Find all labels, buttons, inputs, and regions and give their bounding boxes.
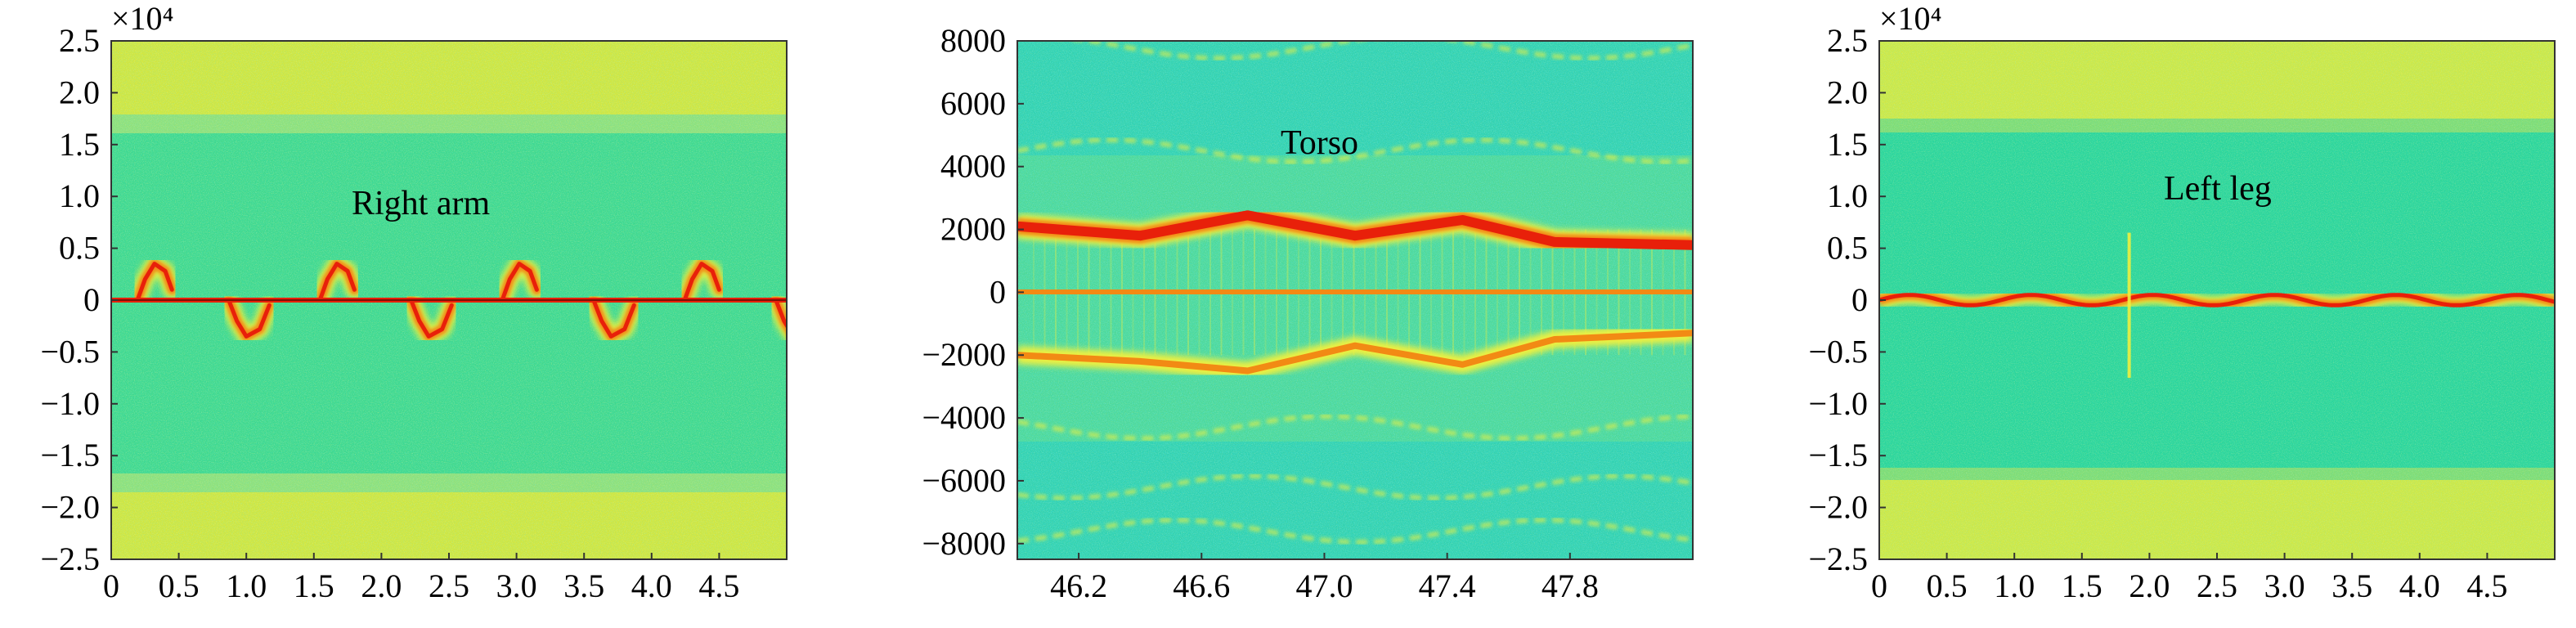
x-tick-label: 1.5 [2062,567,2103,604]
y-tick-label: 1.0 [59,177,100,214]
x-tick-label: 4.5 [698,567,739,604]
y-tick-label: 4000 [940,148,1006,185]
swing-core [774,298,787,330]
x-tick-label: 2.0 [2129,567,2170,604]
positive-curve-core [1017,210,1693,250]
y-tick-label: 0.5 [59,230,100,267]
x-tick-label: 1.0 [1994,567,2035,604]
x-tick-label: 2.0 [361,567,402,604]
y-tick-label: 0 [1851,281,1868,318]
x-tick-label: 3.0 [2264,567,2305,604]
leg-micro-doppler-trace [1879,232,2555,379]
x-tick-label: 46.6 [1173,567,1230,604]
faint-doppler-curve [1017,414,1693,442]
plot-area-left-leg [1879,41,2555,559]
y-tick-label: 0.5 [1827,230,1868,267]
y-tick-label: 2.5 [1827,22,1868,59]
axis-ticks-left-leg: 0 0.5 1.0 1.5 2.0 2.5 3.0 3.5 4.0 4.5 2.5 2.0 1.5 1.0… [1808,22,2507,604]
x-tick-label: 0.5 [1927,567,1968,604]
x-tick-label: 3.0 [496,567,537,604]
y-tick-label: −2000 [922,336,1006,373]
x-tick-label: 0.5 [159,567,200,604]
x-tick-label: 3.5 [563,567,604,604]
axis-ticks-torso: 46.2 46.6 47.0 47.4 47.8 8000 6000 4000 2000 0 −20… [922,22,1598,604]
y-tick-label: −1.5 [40,437,100,473]
y-tick-label: −1.0 [40,385,100,422]
y-tick-label: −8000 [922,525,1006,562]
y-tick-label: −2.0 [1808,489,1868,526]
y-tick-label: 2.0 [59,74,100,110]
panel-title-left-leg: Left leg [2164,170,2272,208]
panel-torso: 46.2 46.6 47.0 47.4 47.8 8000 6000 4000 2000 0 −20… [922,22,1694,604]
swing-core [409,298,454,339]
y-tick-label: 1.5 [59,126,100,163]
y-tick-label: 2.0 [1827,74,1868,110]
plot-area-torso [1017,41,1693,559]
x-tick-label: 47.0 [1295,567,1353,604]
x-tick-label: 0 [103,567,119,604]
y-exponent-label: ×10⁴ [1879,0,1942,37]
y-tick-label: −1.5 [1808,437,1868,473]
panel-title-torso: Torso [1281,124,1358,162]
y-tick-label: 2.5 [59,22,100,59]
y-tick-label: −4000 [922,399,1006,436]
x-tick-label: 2.5 [2197,567,2237,604]
swing-core [227,298,272,339]
y-exponent-label: ×10⁴ [111,0,174,37]
y-tick-label: −2.5 [1808,541,1868,577]
faint-doppler-curve [1017,518,1693,545]
y-tick-label: −0.5 [1808,333,1868,370]
x-tick-label: 4.0 [631,567,672,604]
x-tick-label: 46.2 [1050,567,1107,604]
plot-frame [1016,40,1694,560]
x-tick-label: 4.0 [2399,567,2440,604]
y-tick-label: 0 [83,281,100,318]
y-tick-label: 8000 [940,22,1006,59]
y-tick-label: −2.5 [40,541,100,577]
y-tick-label: −2.0 [40,489,100,526]
swing-core [318,262,357,300]
swing-core [136,262,174,300]
noise-texture-yellow [1017,41,1693,559]
x-tick-label: 3.5 [2331,567,2372,604]
negative-curve-core [1017,330,1693,375]
y-tick-label: 1.5 [1827,126,1868,163]
panel-title-right-arm: Right arm [352,185,490,222]
faint-doppler-curve [1017,137,1693,164]
x-tick-label: 47.8 [1542,567,1599,604]
y-tick-label: 0 [990,273,1006,310]
swing-core [591,298,636,339]
x-tick-label: 2.5 [429,567,469,604]
faint-doppler-curve [1071,41,1693,61]
panel-left-leg: 0 0.5 1.0 1.5 2.0 2.5 3.0 3.5 4.0 4.5 2.5 2.0 1.5 1.0… [1808,0,2556,604]
x-tick-label: 0 [1871,567,1887,604]
leg-trace-core [1879,293,2555,307]
y-tick-label: 6000 [940,85,1006,122]
x-tick-label: 1.5 [294,567,334,604]
y-tick-label: 1.0 [1827,177,1868,214]
x-tick-label: 4.5 [2466,567,2507,604]
panel-right-arm: 0 0.5 1.0 1.5 2.0 2.5 3.0 3.5 4.0 4.5 2.5 2.0 1.5 1.0… [40,0,788,604]
swing-core [683,262,721,300]
y-tick-label: −1.0 [1808,385,1868,422]
swing-core [500,262,539,300]
y-tick-label: 2000 [940,211,1006,248]
faint-doppler-curve [1017,473,1693,501]
y-tick-label: −6000 [922,462,1006,499]
plot-area-right-arm [111,41,787,559]
x-tick-label: 1.0 [226,567,267,604]
axis-ticks-right-arm: 0 0.5 1.0 1.5 2.0 2.5 3.0 3.5 4.0 4.5 2.5 2.0 1.5 1.0… [40,22,739,604]
y-tick-label: −0.5 [40,333,100,370]
x-tick-label: 47.4 [1419,567,1476,604]
arm-micro-doppler-swings [129,254,787,346]
